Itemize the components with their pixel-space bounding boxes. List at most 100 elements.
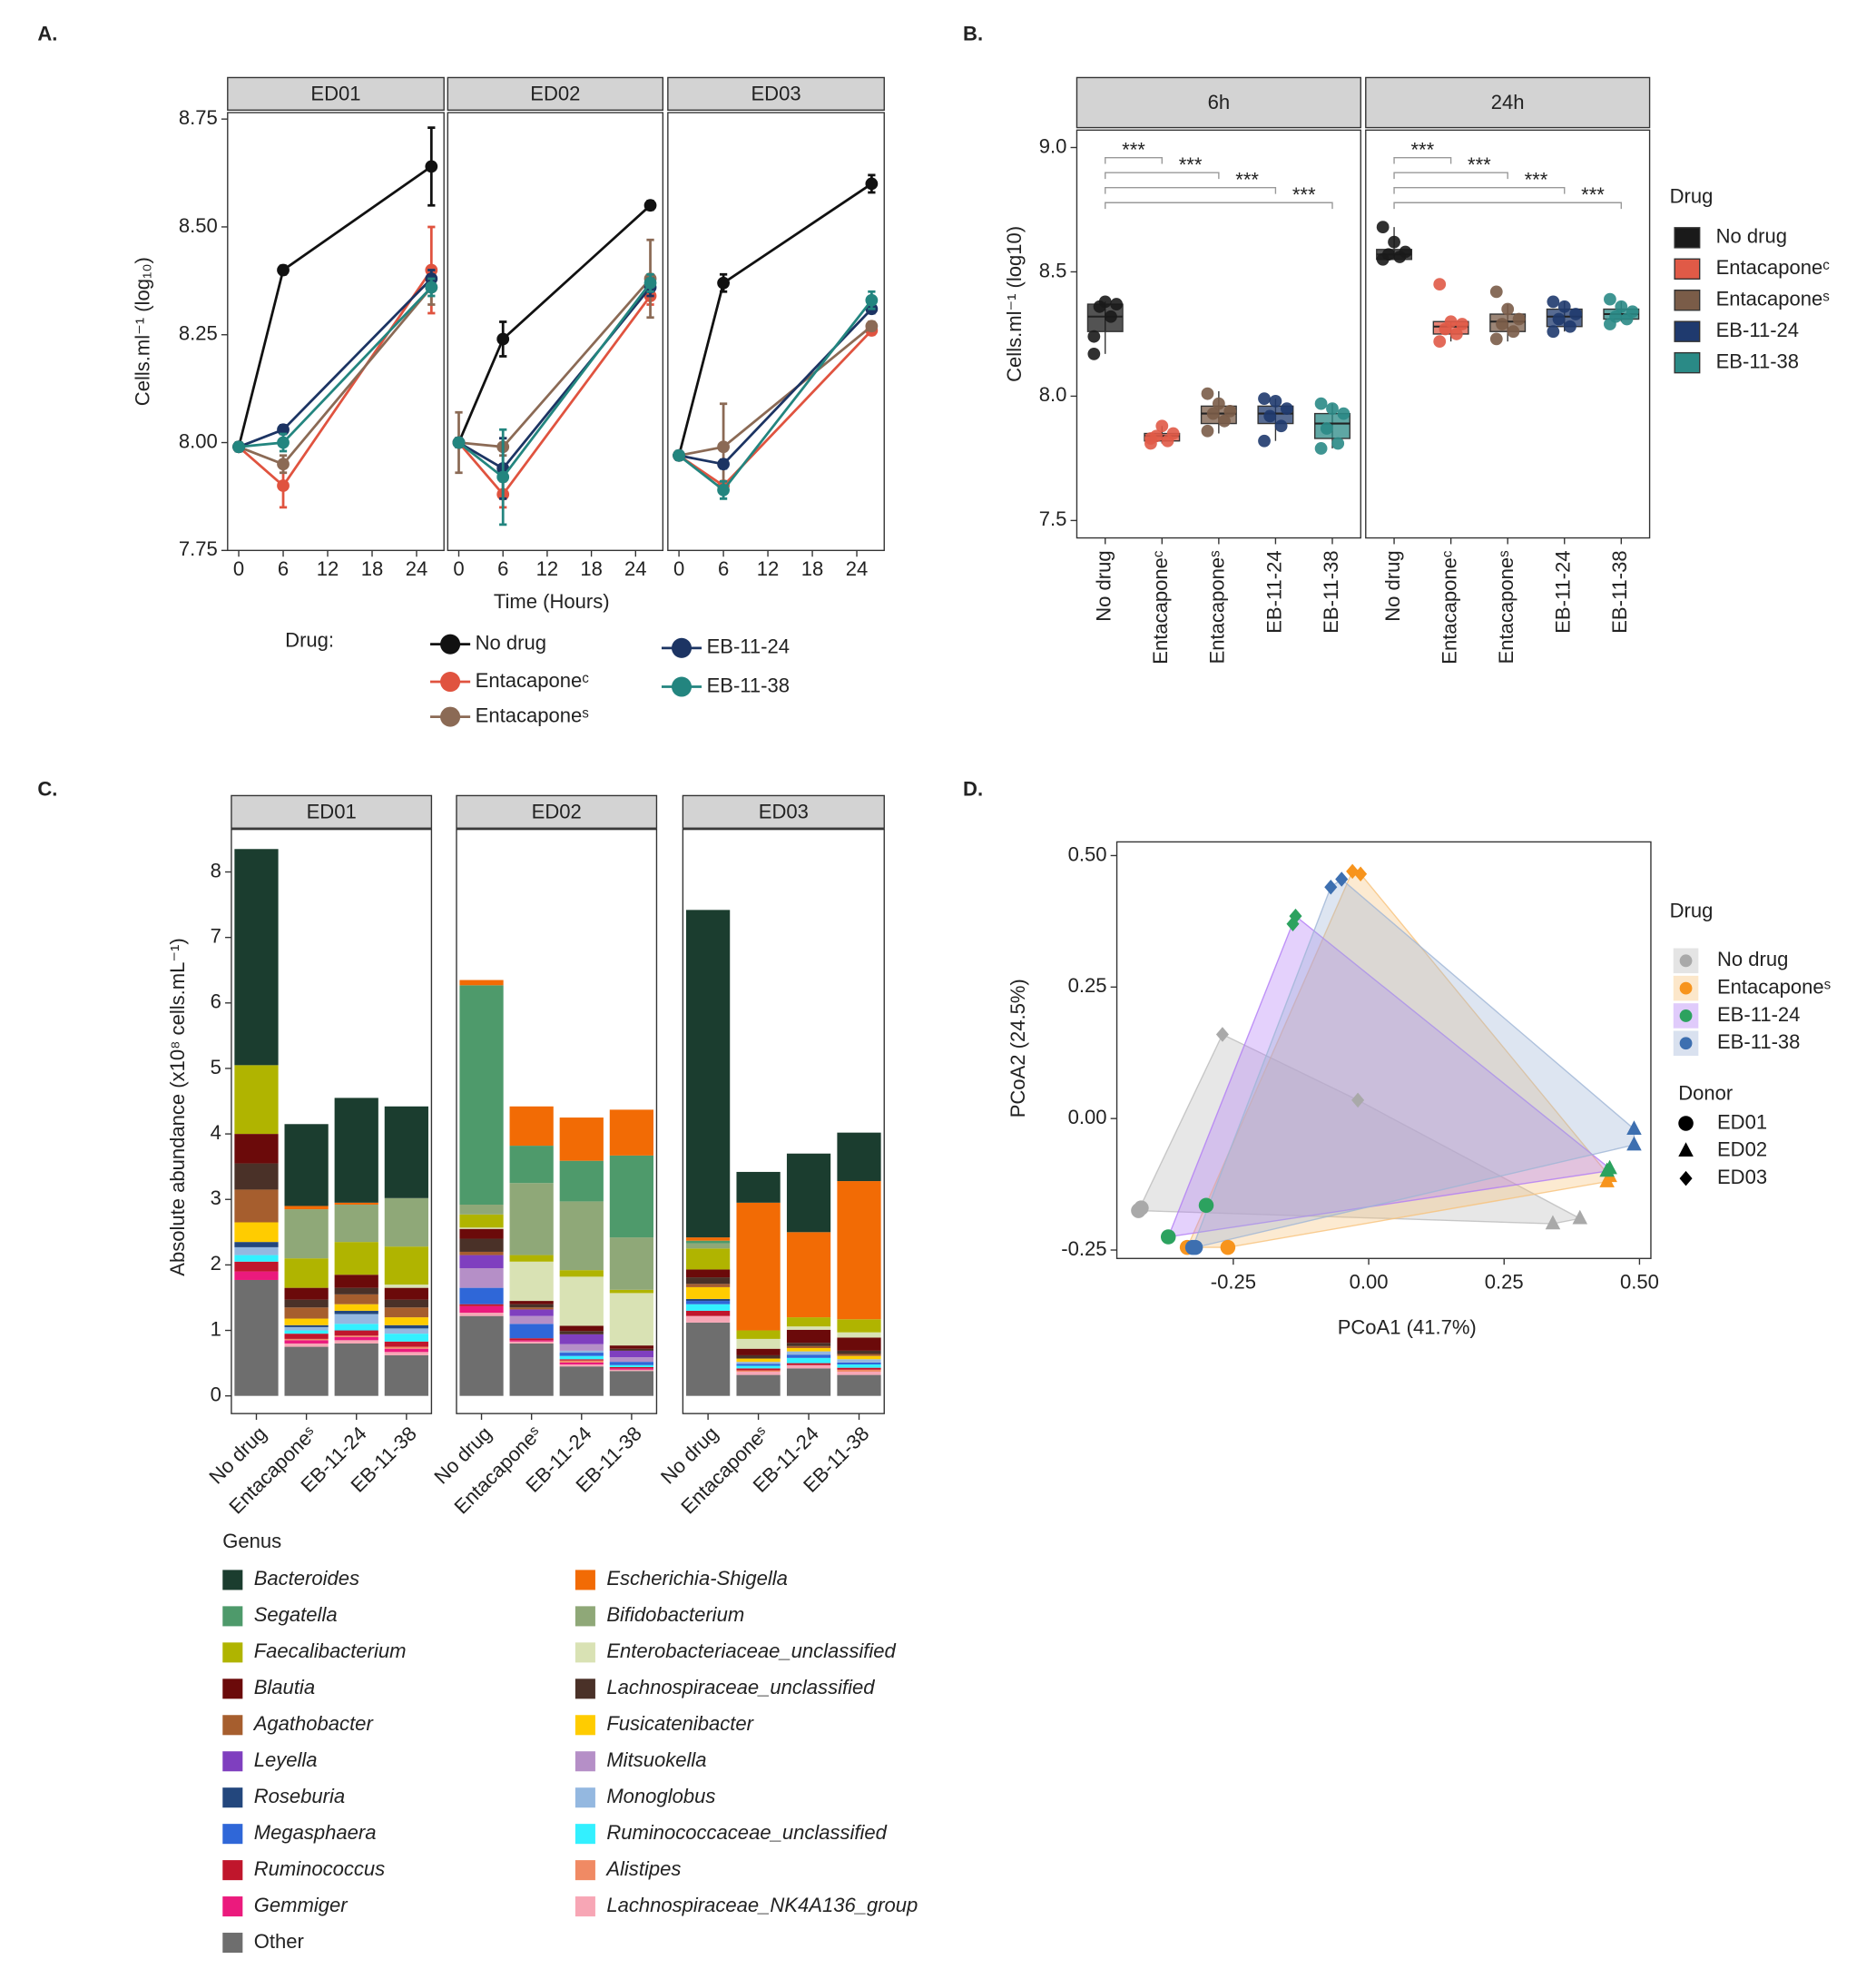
point: [643, 276, 657, 290]
bar-segment: [837, 1132, 881, 1182]
bar-segment: [736, 1348, 781, 1355]
x-tick-label: 24: [406, 557, 428, 580]
panel-label: C.: [37, 778, 57, 801]
bar-segment: [786, 1348, 831, 1352]
panel-label: D.: [963, 778, 983, 801]
bar-segment: [459, 980, 504, 986]
y-tick-label: 7.75: [179, 537, 218, 560]
panel-frame: [1076, 129, 1361, 539]
legend-label: Entacaponeˢ: [1717, 975, 1831, 998]
bar-segment: [786, 1351, 831, 1355]
bar-segment: [509, 1255, 554, 1262]
y-tick-label: 8.0: [1039, 383, 1067, 406]
bar-segment: [559, 1334, 604, 1344]
legend-label: Ruminococcaceae_unclassified: [606, 1821, 887, 1844]
bar-segment: [284, 1318, 329, 1325]
legend-label: Enterobacteriaceae_unclassified: [606, 1639, 896, 1662]
point: [1376, 221, 1390, 234]
point: [1564, 320, 1576, 333]
facet-strip: [667, 76, 885, 111]
bar-segment: [334, 1335, 378, 1337]
facet-label: 6h: [1208, 91, 1231, 113]
significance-bracket: [1105, 187, 1277, 194]
legend-swatch: [575, 1824, 595, 1845]
y-tick-label: 8.50: [179, 214, 218, 237]
x-tick-label: 12: [757, 557, 780, 580]
legend-label: EB-11-38: [1717, 1030, 1800, 1053]
x-tick-label: 18: [361, 557, 384, 580]
bar-segment: [736, 1362, 781, 1364]
panel-frame: [667, 112, 885, 552]
legend-swatch: [440, 634, 461, 655]
point: [865, 293, 879, 307]
bar-segment: [234, 1134, 279, 1164]
bar-segment: [559, 1359, 604, 1361]
bar-segment: [736, 1358, 781, 1363]
bar-segment: [609, 1109, 654, 1156]
bar-segment: [334, 1340, 378, 1344]
legend-swatch: [222, 1679, 243, 1699]
facet-label: ED03: [759, 801, 809, 823]
point: [717, 276, 730, 290]
facet-label: ED02: [532, 801, 582, 823]
significance-label: ***: [1581, 183, 1605, 206]
point: [277, 458, 290, 471]
y-tick-label: 8: [211, 859, 221, 881]
legend-swatch: [671, 637, 692, 658]
point: [1547, 295, 1560, 309]
bar-segment: [837, 1332, 881, 1338]
point: [1212, 397, 1225, 410]
legend-swatch: [575, 1787, 595, 1808]
legend-label: Entacaponeᶜ: [476, 669, 590, 692]
y-tick-label: 2: [211, 1252, 221, 1275]
point: [1274, 419, 1288, 433]
bar-segment: [384, 1348, 428, 1353]
bar-segment: [559, 1331, 604, 1334]
significance-label: ***: [1468, 153, 1491, 176]
bar-segment: [609, 1366, 654, 1369]
y-tick-label: 8.5: [1039, 259, 1067, 281]
legend-swatch: [575, 1860, 595, 1881]
point: [1198, 1197, 1214, 1214]
point: [1496, 318, 1508, 330]
point: [1269, 395, 1282, 408]
bar-segment: [509, 1261, 554, 1302]
legend-swatch: [1679, 981, 1693, 995]
legend-title: Donor: [1678, 1082, 1733, 1105]
bar-segment: [686, 1310, 731, 1316]
bar-segment: [837, 1369, 881, 1372]
point: [277, 479, 290, 492]
significance-label: ***: [1410, 139, 1434, 162]
bar-segment: [837, 1371, 881, 1375]
point: [1337, 407, 1351, 420]
bar-segment: [736, 1364, 781, 1366]
bar-segment: [559, 1325, 604, 1332]
bar-segment: [786, 1343, 831, 1346]
bar-segment: [234, 1255, 279, 1262]
point: [1087, 330, 1101, 343]
legend-swatch: [1679, 261, 1695, 277]
bar-segment: [609, 1293, 654, 1346]
bar-segment: [334, 1324, 378, 1331]
bar-segment: [686, 910, 731, 1238]
x-tick-label: 6: [278, 557, 289, 580]
bar-segment: [509, 1341, 554, 1344]
legend-label: EB-11-38: [1716, 349, 1799, 372]
bar-segment: [609, 1369, 654, 1372]
bar-segment: [609, 1350, 654, 1358]
bar-segment: [837, 1364, 881, 1368]
bar-segment: [837, 1362, 881, 1365]
legend-label: Lachnospiraceae_NK4A136_group: [606, 1894, 918, 1916]
bar-segment: [686, 1301, 731, 1304]
point: [1206, 407, 1220, 420]
point: [452, 436, 466, 449]
y-axis-label: Cells.ml⁻¹ (log₁₀): [131, 257, 153, 406]
bar-segment: [736, 1354, 781, 1359]
facet-strip: [231, 794, 433, 829]
x-tick-label: EB-11-38: [1608, 550, 1631, 633]
legend-label: Monoglobus: [606, 1785, 715, 1807]
point: [1166, 427, 1180, 440]
x-tick-label: 6: [497, 557, 508, 580]
y-axis-label: PCoA2 (24.5%): [1007, 979, 1029, 1117]
legend-label: Blautia: [254, 1676, 315, 1698]
